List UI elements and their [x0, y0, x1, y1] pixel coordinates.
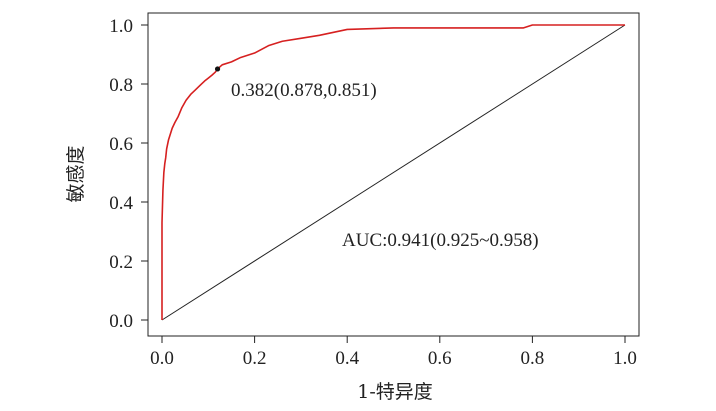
y-tick-label: 1.0 — [109, 16, 133, 37]
y-axis: 0.0 0.2 0.4 0.6 0.8 1.0 — [109, 16, 148, 332]
cutoff-point-marker — [214, 66, 221, 72]
auc-annotation: AUC:0.941(0.925~0.958) — [342, 230, 539, 251]
y-tick-label: 0.8 — [109, 75, 133, 96]
y-axis-title: 敏感度 — [65, 145, 87, 202]
y-tick-label: 0.6 — [109, 134, 133, 155]
reference-diagonal-line — [161, 24, 626, 321]
x-tick-label: 1.0 — [613, 348, 637, 369]
x-axis: 0.0 0.2 0.4 0.6 0.8 1.0 — [150, 336, 637, 369]
x-tick-label: 0.6 — [428, 348, 452, 369]
series-layer — [161, 24, 626, 321]
x-axis-title: 1-特异度 — [357, 381, 433, 403]
x-tick-label: 0.2 — [243, 348, 267, 369]
x-tick-label: 0.0 — [150, 348, 174, 369]
y-tick-label: 0.2 — [109, 252, 133, 273]
x-tick-label: 0.8 — [521, 348, 545, 369]
cutoff-annotation: 0.382(0.878,0.851) — [231, 80, 377, 101]
y-tick-label: 0.0 — [109, 311, 133, 332]
roc-curve-line — [161, 24, 625, 320]
plot-frame — [147, 12, 640, 337]
y-tick-label: 0.4 — [109, 193, 133, 214]
x-tick-label: 0.4 — [335, 348, 359, 369]
